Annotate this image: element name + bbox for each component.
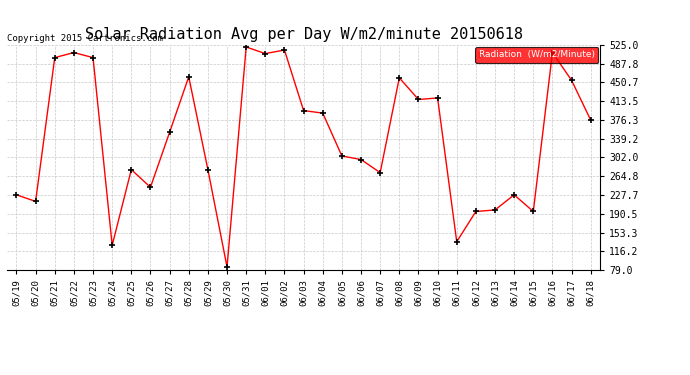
Legend: Radiation  (W/m2/Minute): Radiation (W/m2/Minute) xyxy=(475,47,598,63)
Text: Copyright 2015 Cartronics.com: Copyright 2015 Cartronics.com xyxy=(7,34,163,43)
Title: Solar Radiation Avg per Day W/m2/minute 20150618: Solar Radiation Avg per Day W/m2/minute … xyxy=(85,27,522,42)
